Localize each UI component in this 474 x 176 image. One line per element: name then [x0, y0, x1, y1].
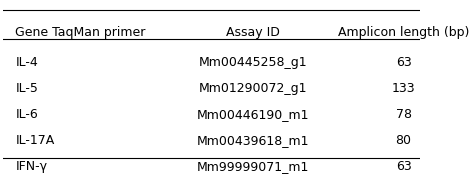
Text: 78: 78	[395, 108, 411, 121]
Text: IL-5: IL-5	[15, 82, 38, 95]
Text: IL-6: IL-6	[15, 108, 38, 121]
Text: Mm00439618_m1: Mm00439618_m1	[197, 134, 310, 147]
Text: Amplicon length (bp): Amplicon length (bp)	[338, 26, 469, 39]
Text: 133: 133	[392, 82, 415, 95]
Text: Assay ID: Assay ID	[226, 26, 280, 39]
Text: Mm01290072_g1: Mm01290072_g1	[199, 82, 308, 95]
Text: Mm99999071_m1: Mm99999071_m1	[197, 161, 310, 174]
Text: IL-17A: IL-17A	[15, 134, 55, 147]
Text: 63: 63	[396, 56, 411, 70]
Text: Mm00445258_g1: Mm00445258_g1	[199, 56, 308, 70]
Text: IL-4: IL-4	[15, 56, 38, 70]
Text: 63: 63	[396, 161, 411, 174]
Text: IFN-γ: IFN-γ	[15, 161, 47, 174]
Text: Gene TaqMan primer: Gene TaqMan primer	[15, 26, 146, 39]
Text: Mm00446190_m1: Mm00446190_m1	[197, 108, 310, 121]
Text: 80: 80	[395, 134, 411, 147]
